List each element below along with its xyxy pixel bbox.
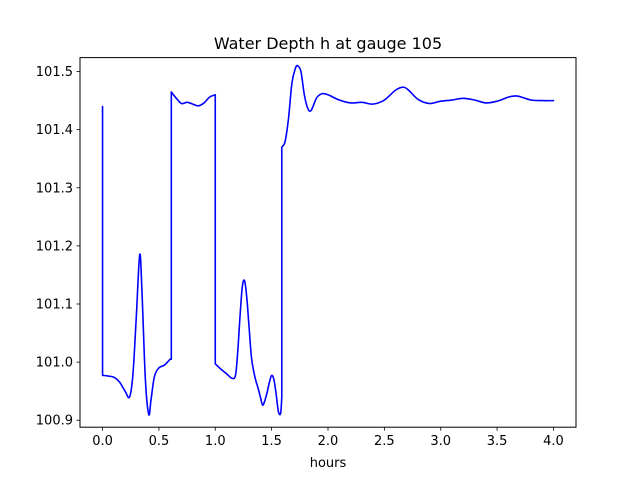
y-tick-label: 101.3 bbox=[36, 181, 73, 196]
x-tick-label: 0.5 bbox=[149, 434, 170, 449]
chart-title: Water Depth h at gauge 105 bbox=[214, 34, 442, 53]
plot-frame bbox=[79, 57, 577, 428]
plot-area bbox=[80, 57, 576, 428]
x-tick-label: 2.5 bbox=[374, 434, 395, 449]
x-tick-label: 1.5 bbox=[261, 434, 282, 449]
x-tick-label: 1.0 bbox=[205, 434, 226, 449]
y-tick-label: 101.2 bbox=[36, 239, 73, 254]
series-layer bbox=[101, 64, 555, 416]
x-tick-label: 2.0 bbox=[318, 434, 339, 449]
x-tick-label: 3.0 bbox=[430, 434, 451, 449]
y-tick-label: 100.9 bbox=[36, 414, 73, 429]
series-line bbox=[101, 64, 555, 416]
x-tick-label: 4.0 bbox=[543, 434, 564, 449]
y-tick-label: 101.0 bbox=[36, 356, 73, 371]
y-tick-label: 101.1 bbox=[36, 298, 73, 313]
y-axis-ticks: 100.9 101.0 101.1 101.2 101.3 101.4 101.5 bbox=[36, 65, 80, 429]
x-axis-label: hours bbox=[310, 456, 347, 471]
x-tick-label: 3.5 bbox=[487, 434, 508, 449]
x-axis-ticks: 0.0 0.5 1.0 1.5 2.0 2.5 3.0 3.5 4.0 bbox=[92, 427, 564, 449]
y-tick-label: 101.5 bbox=[36, 65, 73, 80]
y-tick-label: 101.4 bbox=[36, 123, 73, 138]
x-tick-label: 0.0 bbox=[92, 434, 113, 449]
